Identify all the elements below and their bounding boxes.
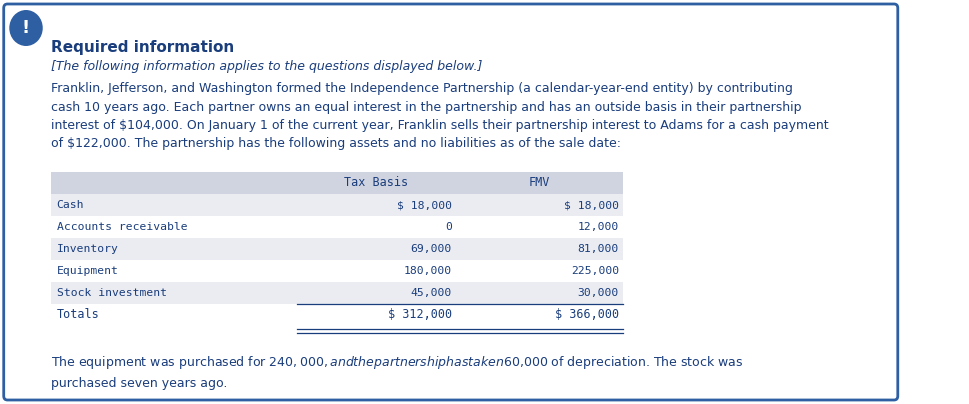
Text: FMV: FMV — [528, 177, 549, 189]
FancyBboxPatch shape — [51, 260, 622, 282]
Text: Totals: Totals — [56, 309, 100, 322]
Text: The equipment was purchased for $240,000, and the partnership has taken $60,000 : The equipment was purchased for $240,000… — [51, 354, 743, 389]
Text: 69,000: 69,000 — [410, 244, 452, 254]
Text: Inventory: Inventory — [56, 244, 118, 254]
Text: $ 366,000: $ 366,000 — [554, 309, 618, 322]
Text: [The following information applies to the questions displayed below.]: [The following information applies to th… — [51, 60, 482, 73]
Text: Franklin, Jefferson, and Washington formed the Independence Partnership (a calen: Franklin, Jefferson, and Washington form… — [51, 82, 828, 151]
Circle shape — [10, 10, 43, 46]
Text: 30,000: 30,000 — [578, 288, 618, 298]
Text: !: ! — [22, 19, 30, 37]
Text: 180,000: 180,000 — [403, 266, 452, 276]
Text: Tax Basis: Tax Basis — [344, 177, 408, 189]
FancyBboxPatch shape — [51, 282, 622, 304]
Text: Equipment: Equipment — [56, 266, 118, 276]
Text: Required information: Required information — [51, 40, 234, 55]
FancyBboxPatch shape — [51, 216, 622, 238]
Text: 81,000: 81,000 — [578, 244, 618, 254]
FancyBboxPatch shape — [51, 172, 622, 194]
FancyBboxPatch shape — [4, 4, 897, 400]
Text: $ 18,000: $ 18,000 — [396, 200, 452, 210]
Text: $ 18,000: $ 18,000 — [563, 200, 618, 210]
FancyBboxPatch shape — [51, 238, 622, 260]
Text: Cash: Cash — [56, 200, 84, 210]
Text: Accounts receivable: Accounts receivable — [56, 222, 187, 232]
Text: 225,000: 225,000 — [570, 266, 618, 276]
Text: 45,000: 45,000 — [410, 288, 452, 298]
Text: 0: 0 — [445, 222, 452, 232]
Text: Stock investment: Stock investment — [56, 288, 167, 298]
FancyBboxPatch shape — [51, 194, 622, 216]
Text: $ 312,000: $ 312,000 — [388, 309, 452, 322]
Text: 12,000: 12,000 — [578, 222, 618, 232]
